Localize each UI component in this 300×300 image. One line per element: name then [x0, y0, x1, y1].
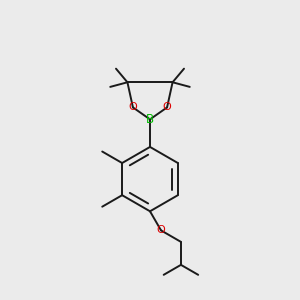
Text: B: B — [146, 113, 154, 126]
Text: O: O — [163, 102, 171, 112]
Text: O: O — [129, 102, 137, 112]
Text: O: O — [157, 225, 165, 236]
